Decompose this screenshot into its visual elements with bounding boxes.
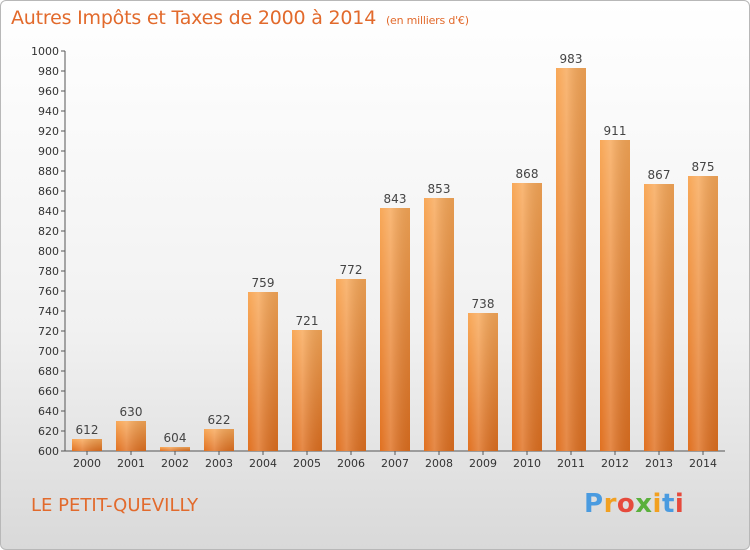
logo-letter: t (661, 489, 675, 519)
logo-letter: r (603, 489, 617, 519)
x-tick-label-2012: 2012 (601, 457, 629, 470)
chart-unit: (en milliers d'€) (385, 14, 469, 27)
bar-shade-2010 (512, 183, 542, 451)
y-tick-label: 940 (38, 105, 59, 118)
value-label-2011: 983 (560, 52, 583, 66)
proxiti-logo: Proxiti (584, 489, 684, 519)
value-label-2014: 875 (692, 160, 715, 174)
y-tick-label: 820 (38, 225, 59, 238)
logo-letter: i (652, 489, 662, 519)
chart-title-text: Autres Impôts et Taxes de 2000 à 2014 (11, 7, 377, 29)
y-tick-label: 700 (38, 345, 59, 358)
x-tick-label-2007: 2007 (381, 457, 409, 470)
x-tick-label-2011: 2011 (557, 457, 585, 470)
bar-shade-2001 (116, 421, 146, 451)
y-tick-label: 800 (38, 245, 59, 258)
bar-shade-2012 (600, 140, 630, 451)
y-tick-label: 980 (38, 65, 59, 78)
x-tick-label-2002: 2002 (161, 457, 189, 470)
x-tick-label-2004: 2004 (249, 457, 277, 470)
y-tick-label: 860 (38, 185, 59, 198)
x-tick-label-2009: 2009 (469, 457, 497, 470)
y-tick-label: 960 (38, 85, 59, 98)
x-tick-label-2003: 2003 (205, 457, 233, 470)
value-label-2000: 612 (76, 423, 99, 437)
x-tick-label-2013: 2013 (645, 457, 673, 470)
y-tick-label: 640 (38, 405, 59, 418)
x-tick-label-2014: 2014 (689, 457, 717, 470)
value-label-2002: 604 (164, 431, 187, 445)
value-label-2012: 911 (604, 124, 627, 138)
value-label-2003: 622 (208, 413, 231, 427)
y-tick-label: 740 (38, 305, 59, 318)
bar-shade-2011 (556, 68, 586, 451)
bar-shade-2004 (248, 292, 278, 451)
y-tick-label: 600 (38, 445, 59, 458)
value-label-2013: 867 (648, 168, 671, 182)
bar-shade-2002 (160, 447, 190, 451)
location-label: LE PETIT-QUEVILLY (31, 495, 199, 516)
y-tick-label: 680 (38, 365, 59, 378)
logo-letter: i (674, 489, 685, 519)
bar-shade-2013 (644, 184, 674, 451)
x-tick-label-2006: 2006 (337, 457, 365, 470)
bar-shade-2007 (380, 208, 410, 451)
y-tick-label: 900 (38, 145, 59, 158)
logo-letter: o (616, 489, 636, 519)
bars-group (72, 68, 718, 451)
x-tick-label-2005: 2005 (293, 457, 321, 470)
value-label-2007: 843 (384, 192, 407, 206)
x-tick-label-2010: 2010 (513, 457, 541, 470)
value-label-2010: 868 (516, 167, 539, 181)
x-axis: 2000 2001 2002 2003 2004 2005 2006 2007 2008 2009… (65, 450, 725, 470)
y-axis: 600 620 640 660 680 700 720 740 760 780 800 820 840 8… (31, 45, 66, 458)
x-tick-label-2001: 2001 (117, 457, 145, 470)
y-tick-label: 660 (38, 385, 59, 398)
bar-shade-2003 (204, 429, 234, 451)
value-labels-group: 612 630 604 622 759 721 772 843 853 738 868 983 911 8… (76, 52, 715, 445)
y-tick-label: 840 (38, 205, 59, 218)
bar-shade-2009 (468, 313, 498, 451)
logo-letter: P (584, 489, 604, 519)
value-label-2006: 772 (340, 263, 363, 277)
y-tick-label: 920 (38, 125, 59, 138)
bar-shade-2006 (336, 279, 366, 451)
bar-shade-2000 (72, 439, 102, 451)
value-label-2005: 721 (296, 314, 319, 328)
y-tick-label: 760 (38, 285, 59, 298)
y-tick-label: 780 (38, 265, 59, 278)
value-label-2004: 759 (252, 276, 275, 290)
bar-shade-2008 (424, 198, 454, 451)
y-tick-label: 880 (38, 165, 59, 178)
x-tick-label-2000: 2000 (73, 457, 101, 470)
value-label-2008: 853 (428, 182, 451, 196)
y-tick-label: 1000 (31, 45, 59, 58)
x-tick-label-2008: 2008 (425, 457, 453, 470)
value-label-2001: 630 (120, 405, 143, 419)
logo-letter: x (635, 489, 653, 519)
y-tick-label: 620 (38, 425, 59, 438)
y-tick-label: 720 (38, 325, 59, 338)
chart-title: Autres Impôts et Taxes de 2000 à 2014 (e… (11, 7, 469, 29)
bar-shade-2014 (688, 176, 718, 451)
value-label-2009: 738 (472, 297, 495, 311)
bar-shade-2005 (292, 330, 322, 451)
